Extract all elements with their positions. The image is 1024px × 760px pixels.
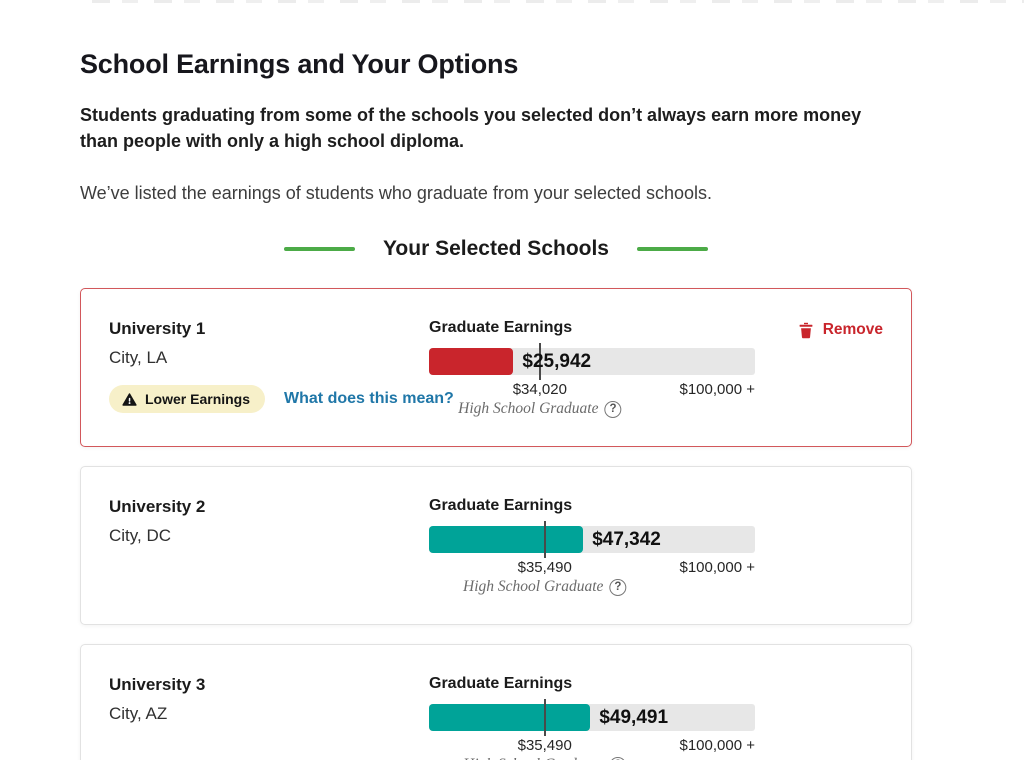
high-school-earnings-marker <box>543 521 546 558</box>
clipped-text-remnant <box>92 0 1024 3</box>
bar-scale-labels: $34,020 $100,000 + <box>429 381 755 400</box>
school-name: University 3 <box>109 675 206 694</box>
high-school-earnings-marker <box>543 699 546 736</box>
help-icon[interactable]: ? <box>604 400 622 418</box>
high-school-earnings-value: $35,490 <box>517 737 572 754</box>
school-card-university-2: University 2 City, DC Graduate Earnings … <box>80 466 912 625</box>
decorative-rule-right <box>637 247 708 251</box>
earnings-bar-fill <box>429 526 584 553</box>
bar-scale-labels: $35,490 $100,000 + <box>429 737 755 756</box>
bar-scale-labels: $35,490 $100,000 + <box>429 559 755 578</box>
bar-max-label: $100,000 + <box>679 381 756 398</box>
action-column <box>755 675 883 760</box>
high-school-earnings-marker <box>538 343 541 380</box>
earnings-bar: $49,491 <box>429 699 755 736</box>
high-school-caption-line: High School Graduate ? <box>429 756 755 760</box>
earnings-bar: $25,942 <box>429 343 755 380</box>
lower-earnings-label: Lower Earnings <box>145 391 251 407</box>
high-school-caption-line: High School Graduate ? <box>429 578 755 600</box>
school-info-column: University 2 City, DC <box>109 497 429 600</box>
school-name: University 2 <box>109 497 206 516</box>
badge-row: Lower Earnings What does this mean? <box>109 385 454 413</box>
earnings-value: $49,491 <box>599 706 669 728</box>
school-location: City, DC <box>109 526 172 545</box>
help-icon[interactable]: ? <box>609 756 627 760</box>
high-school-earnings-value: $35,490 <box>517 559 572 576</box>
earnings-value-wrap: $49,491 <box>590 704 668 731</box>
high-school-graduate-label: High School Graduate <box>463 756 603 760</box>
bar-max-label: $100,000 + <box>679 737 756 754</box>
school-card-university-3: University 3 City, AZ Graduate Earnings … <box>80 644 912 760</box>
earnings-bar-fill <box>429 704 591 731</box>
school-card-university-1: University 1 City, LA Lower Earnings Wha… <box>80 288 912 447</box>
warning-icon <box>122 392 137 406</box>
graduate-earnings-label: Graduate Earnings <box>429 497 573 514</box>
remove-button[interactable]: Remove <box>798 321 883 339</box>
earnings-value-wrap: $25,942 <box>513 348 591 375</box>
school-location: City, LA <box>109 348 168 367</box>
help-icon[interactable]: ? <box>609 578 627 596</box>
earnings-value: $25,942 <box>522 350 592 372</box>
bar-max-label: $100,000 + <box>679 559 756 576</box>
intro-warning-text: Students graduating from some of the sch… <box>80 105 862 151</box>
section-heading-row: Your Selected Schools <box>80 237 912 261</box>
trash-icon <box>799 322 813 338</box>
main-content: School Earnings and Your Options Student… <box>80 49 912 760</box>
school-info-column: University 1 City, LA Lower Earnings Wha… <box>109 319 454 422</box>
earnings-column: Graduate Earnings $49,491 $35,490 $100,0… <box>429 675 755 760</box>
earnings-column: Graduate Earnings $25,942 $34,020 $100,0… <box>429 319 755 422</box>
high-school-caption-line: High School Graduate ? <box>429 400 755 422</box>
high-school-earnings-value: $34,020 <box>512 381 567 398</box>
high-school-caption: High School Graduate ? <box>463 756 627 760</box>
high-school-caption: High School Graduate ? <box>458 400 622 418</box>
remove-label: Remove <box>822 321 883 338</box>
earnings-column: Graduate Earnings $47,342 $35,490 $100,0… <box>429 497 755 600</box>
action-column: Remove <box>755 319 883 422</box>
high-school-graduate-label: High School Graduate <box>458 400 599 417</box>
decorative-rule-left <box>283 247 355 251</box>
high-school-graduate-label: High School Graduate <box>463 578 604 595</box>
school-location: City, AZ <box>109 704 168 723</box>
lower-earnings-badge: Lower Earnings <box>109 385 266 413</box>
earnings-bar-fill <box>429 348 514 375</box>
school-info-column: University 3 City, AZ <box>109 675 429 760</box>
intro-description-text: We’ve listed the earnings of students wh… <box>80 183 713 203</box>
earnings-bar: $47,342 <box>429 521 755 558</box>
earnings-value-wrap: $47,342 <box>583 526 661 553</box>
graduate-earnings-label: Graduate Earnings <box>429 319 573 336</box>
page-title: School Earnings and Your Options <box>80 49 519 79</box>
action-column <box>755 497 883 600</box>
earnings-value: $47,342 <box>592 528 661 550</box>
high-school-caption: High School Graduate ? <box>463 578 627 596</box>
graduate-earnings-label: Graduate Earnings <box>429 675 573 692</box>
school-name: University 1 <box>109 319 206 338</box>
section-title: Your Selected Schools <box>382 237 609 260</box>
what-does-this-mean-link[interactable]: What does this mean? <box>284 390 454 407</box>
